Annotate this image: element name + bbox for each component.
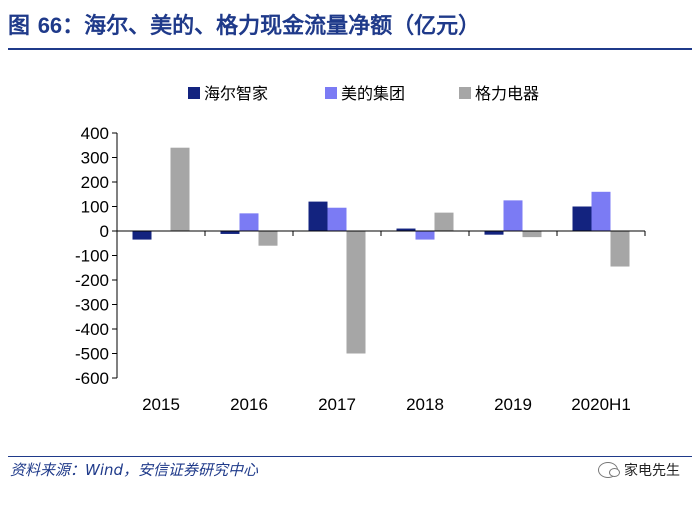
- x-tick-label: 2016: [230, 395, 268, 414]
- bar-1-2016: [220, 231, 240, 234]
- bar-2-2016: [239, 213, 259, 231]
- bar-2-2019: [503, 200, 523, 231]
- bar-2-2017: [327, 207, 347, 231]
- bar-1-2019: [484, 231, 504, 235]
- y-tick-label: 300: [81, 149, 109, 168]
- x-tick-label: 2018: [406, 395, 444, 414]
- figure-title-number: 66: [37, 13, 63, 38]
- source-note: 资料来源：Wind，安信证券研究中心: [10, 461, 259, 479]
- figure-title-prefix: 图: [8, 14, 31, 39]
- bar-2-2020H1: [591, 191, 611, 231]
- legend-swatch: [188, 87, 200, 99]
- bar-2-2018: [415, 231, 435, 240]
- legend-label: 美的集团: [341, 84, 405, 103]
- plot-area: 400 300 200 100 0 -100 -200 -300 -400 -500 -600 201…: [75, 124, 646, 414]
- x-tick-label: 2019: [494, 395, 532, 414]
- legend-swatch: [325, 87, 337, 99]
- bar-3-2017: [346, 231, 366, 354]
- wechat-icon: [598, 462, 620, 478]
- x-tick-label: 2015: [142, 395, 180, 414]
- y-tick-label: 200: [81, 173, 109, 192]
- bar-3-2018: [434, 212, 454, 231]
- legend-swatch: [459, 87, 471, 99]
- watermark-label: 家电先生: [624, 463, 680, 479]
- source-divider: [8, 456, 692, 457]
- figure-title: 图 66：海尔、美的、格力现金流量净额（亿元）: [8, 6, 692, 46]
- y-tick-label: -400: [75, 320, 109, 339]
- chart-legend: 海尔智家 美的集团 格力电器: [188, 84, 539, 103]
- x-tick-label: 2017: [318, 395, 356, 414]
- chart: 海尔智家 美的集团 格力电器 400 300 200 100 0 -100 -200 -300 -4…: [75, 84, 646, 414]
- bar-1-2018: [396, 228, 416, 231]
- y-tick-label: -200: [75, 271, 109, 290]
- bar-3-2019: [522, 231, 542, 238]
- y-tick-label: -500: [75, 345, 109, 364]
- y-tick-label: -600: [75, 369, 109, 388]
- bar-1-2020H1: [572, 206, 592, 231]
- bar-3-2015: [170, 147, 190, 231]
- bar-3-2020H1: [610, 231, 630, 267]
- legend-label: 格力电器: [475, 84, 539, 103]
- y-tick-label: 100: [81, 198, 109, 217]
- y-tick-label: -300: [75, 296, 109, 315]
- y-tick-label: 400: [81, 124, 109, 143]
- y-tick-label: 0: [100, 222, 109, 241]
- title-divider: [8, 48, 692, 50]
- watermark: 家电先生: [598, 460, 680, 480]
- bar-1-2017: [308, 201, 328, 231]
- bar-1-2015: [132, 231, 152, 240]
- bar-3-2016: [258, 231, 278, 246]
- y-tick-label: -100: [75, 247, 109, 266]
- legend-label: 海尔智家: [204, 84, 268, 103]
- x-tick-label: 2020H1: [571, 395, 631, 414]
- figure-title-text: ：海尔、美的、格力现金流量净额（亿元）: [62, 14, 481, 39]
